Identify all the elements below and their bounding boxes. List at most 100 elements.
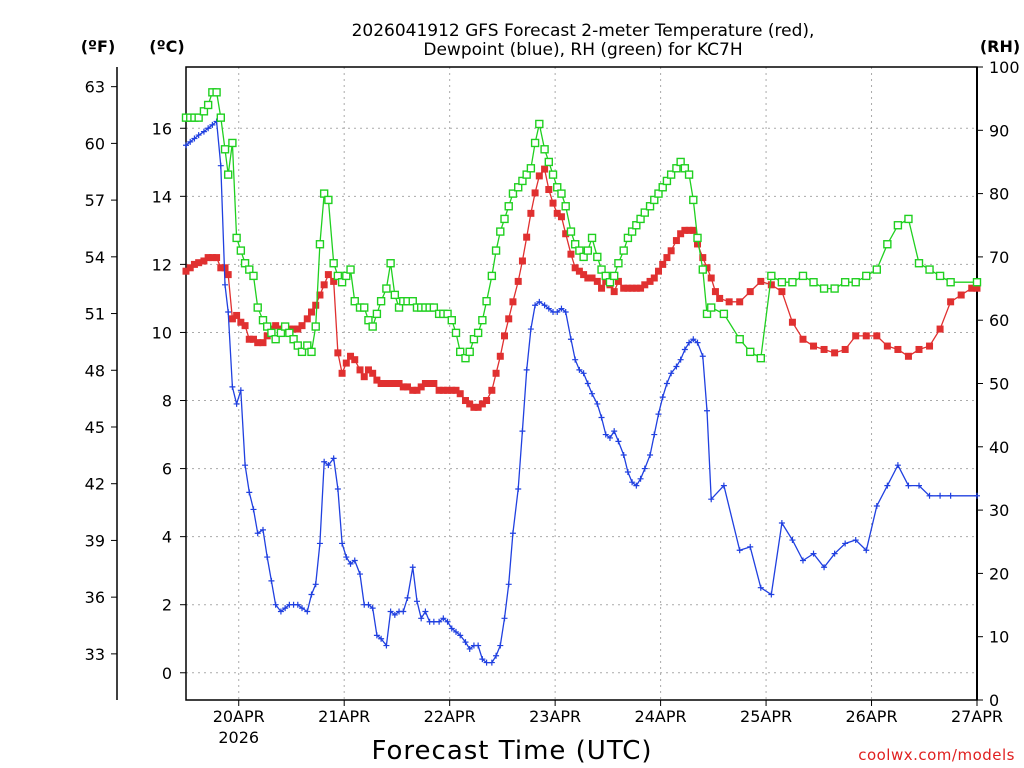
rh-point [386, 259, 395, 268]
rh-point [851, 278, 860, 287]
rh-point [408, 297, 417, 306]
dewpoint-point [532, 302, 539, 309]
rh-point [819, 284, 829, 293]
temperature-point [360, 373, 368, 381]
rh-point [329, 259, 338, 268]
rh-point [575, 246, 584, 255]
rh-point [232, 233, 241, 243]
temperature-point [439, 386, 447, 394]
dewpoint-point [637, 475, 644, 482]
credit-text: coolwx.com/models [858, 746, 1015, 764]
dewpoint-point [391, 611, 398, 618]
temperature-point [382, 380, 390, 387]
temperature-point [677, 230, 685, 238]
temperature-point [663, 254, 671, 262]
temperature-point [628, 284, 636, 292]
temperature-point [373, 376, 381, 384]
temperature-point [736, 298, 744, 306]
temperature-point [430, 380, 438, 387]
dewpoint-point [347, 560, 354, 567]
f-tick-label: 57 [85, 191, 105, 210]
dewpoint-point [272, 601, 279, 608]
rh-point [465, 347, 474, 357]
rh-tick-label: 100 [989, 58, 1020, 77]
rh-point [883, 240, 892, 249]
dewpoint-point [462, 639, 469, 646]
temperature-point [452, 386, 460, 394]
dewpoint-point [905, 482, 912, 489]
temperature-point [641, 281, 649, 289]
dewpoint-point [810, 550, 817, 557]
c-tick-label: 0 [162, 664, 172, 683]
dewpoint-point [629, 479, 636, 486]
rh-point [587, 233, 597, 243]
f-tick-label: 42 [85, 475, 105, 494]
rh-point [623, 233, 633, 243]
rh-point [570, 240, 580, 249]
rh-point [394, 303, 404, 312]
temperature-point [968, 284, 976, 292]
temperature-point [303, 315, 311, 323]
dewpoint-point [799, 557, 806, 564]
rh-point [293, 341, 302, 350]
temperature-point [426, 380, 434, 387]
dewpoint-point [690, 336, 697, 343]
dewpoint-point [233, 400, 240, 407]
dewpoint-point [440, 615, 447, 622]
dewpoint-point [567, 336, 574, 343]
rh-point [487, 271, 497, 281]
dewpoint-point [282, 605, 289, 612]
dewpoint-point [694, 339, 701, 346]
rh-point [636, 214, 645, 224]
temperature-point [831, 349, 839, 357]
c-tick-label: 12 [152, 255, 172, 274]
dewpoint-point [351, 557, 358, 564]
rh-point [236, 246, 246, 255]
temperature-point [483, 397, 491, 405]
dewpoint-point [576, 366, 583, 373]
rh-point [579, 252, 588, 262]
rh-point [315, 240, 325, 249]
celsius-unit-label: (ºC) [149, 37, 184, 56]
rh-point [862, 271, 871, 281]
temperature-point [862, 332, 870, 340]
rh-point [504, 202, 513, 211]
rh-point [267, 328, 276, 338]
rh-point [271, 334, 280, 344]
x-tick-label: 20APR [213, 707, 265, 726]
temperature-point [915, 345, 923, 353]
f-tick-label: 36 [85, 588, 105, 607]
temperature-point [947, 298, 955, 306]
rh-tick-label: 60 [989, 311, 1009, 330]
dewpoint-point [584, 380, 591, 387]
rh-point [719, 309, 729, 319]
dewpoint-point [409, 564, 416, 571]
rh-point [297, 347, 307, 357]
rh-point [914, 259, 924, 268]
dewpoint-point [413, 598, 420, 605]
temperature-point [689, 226, 697, 234]
dewpoint-point [668, 370, 675, 377]
temperature-point [409, 386, 417, 394]
rh-point [473, 328, 483, 338]
dewpoint-point [237, 387, 244, 394]
rh-point [609, 271, 619, 281]
rh-point [544, 157, 554, 167]
temperature-point [312, 301, 320, 309]
temperature-point [883, 342, 891, 350]
dewpoint-point [558, 305, 565, 312]
c-tick-label: 4 [162, 528, 172, 547]
rh-point [746, 347, 755, 357]
dewpoint-point [294, 601, 301, 608]
rh-tick-label: 80 [989, 185, 1009, 204]
dewpoint-point [663, 380, 670, 387]
rh-point [451, 328, 461, 338]
dewpoint-point [387, 608, 394, 615]
temperature-point [200, 257, 208, 265]
rh-tick-label: 40 [989, 438, 1009, 457]
rh-point [872, 265, 882, 274]
rh-point [258, 316, 268, 325]
dewpoint-point [519, 428, 526, 435]
f-tick-label: 45 [85, 418, 105, 437]
